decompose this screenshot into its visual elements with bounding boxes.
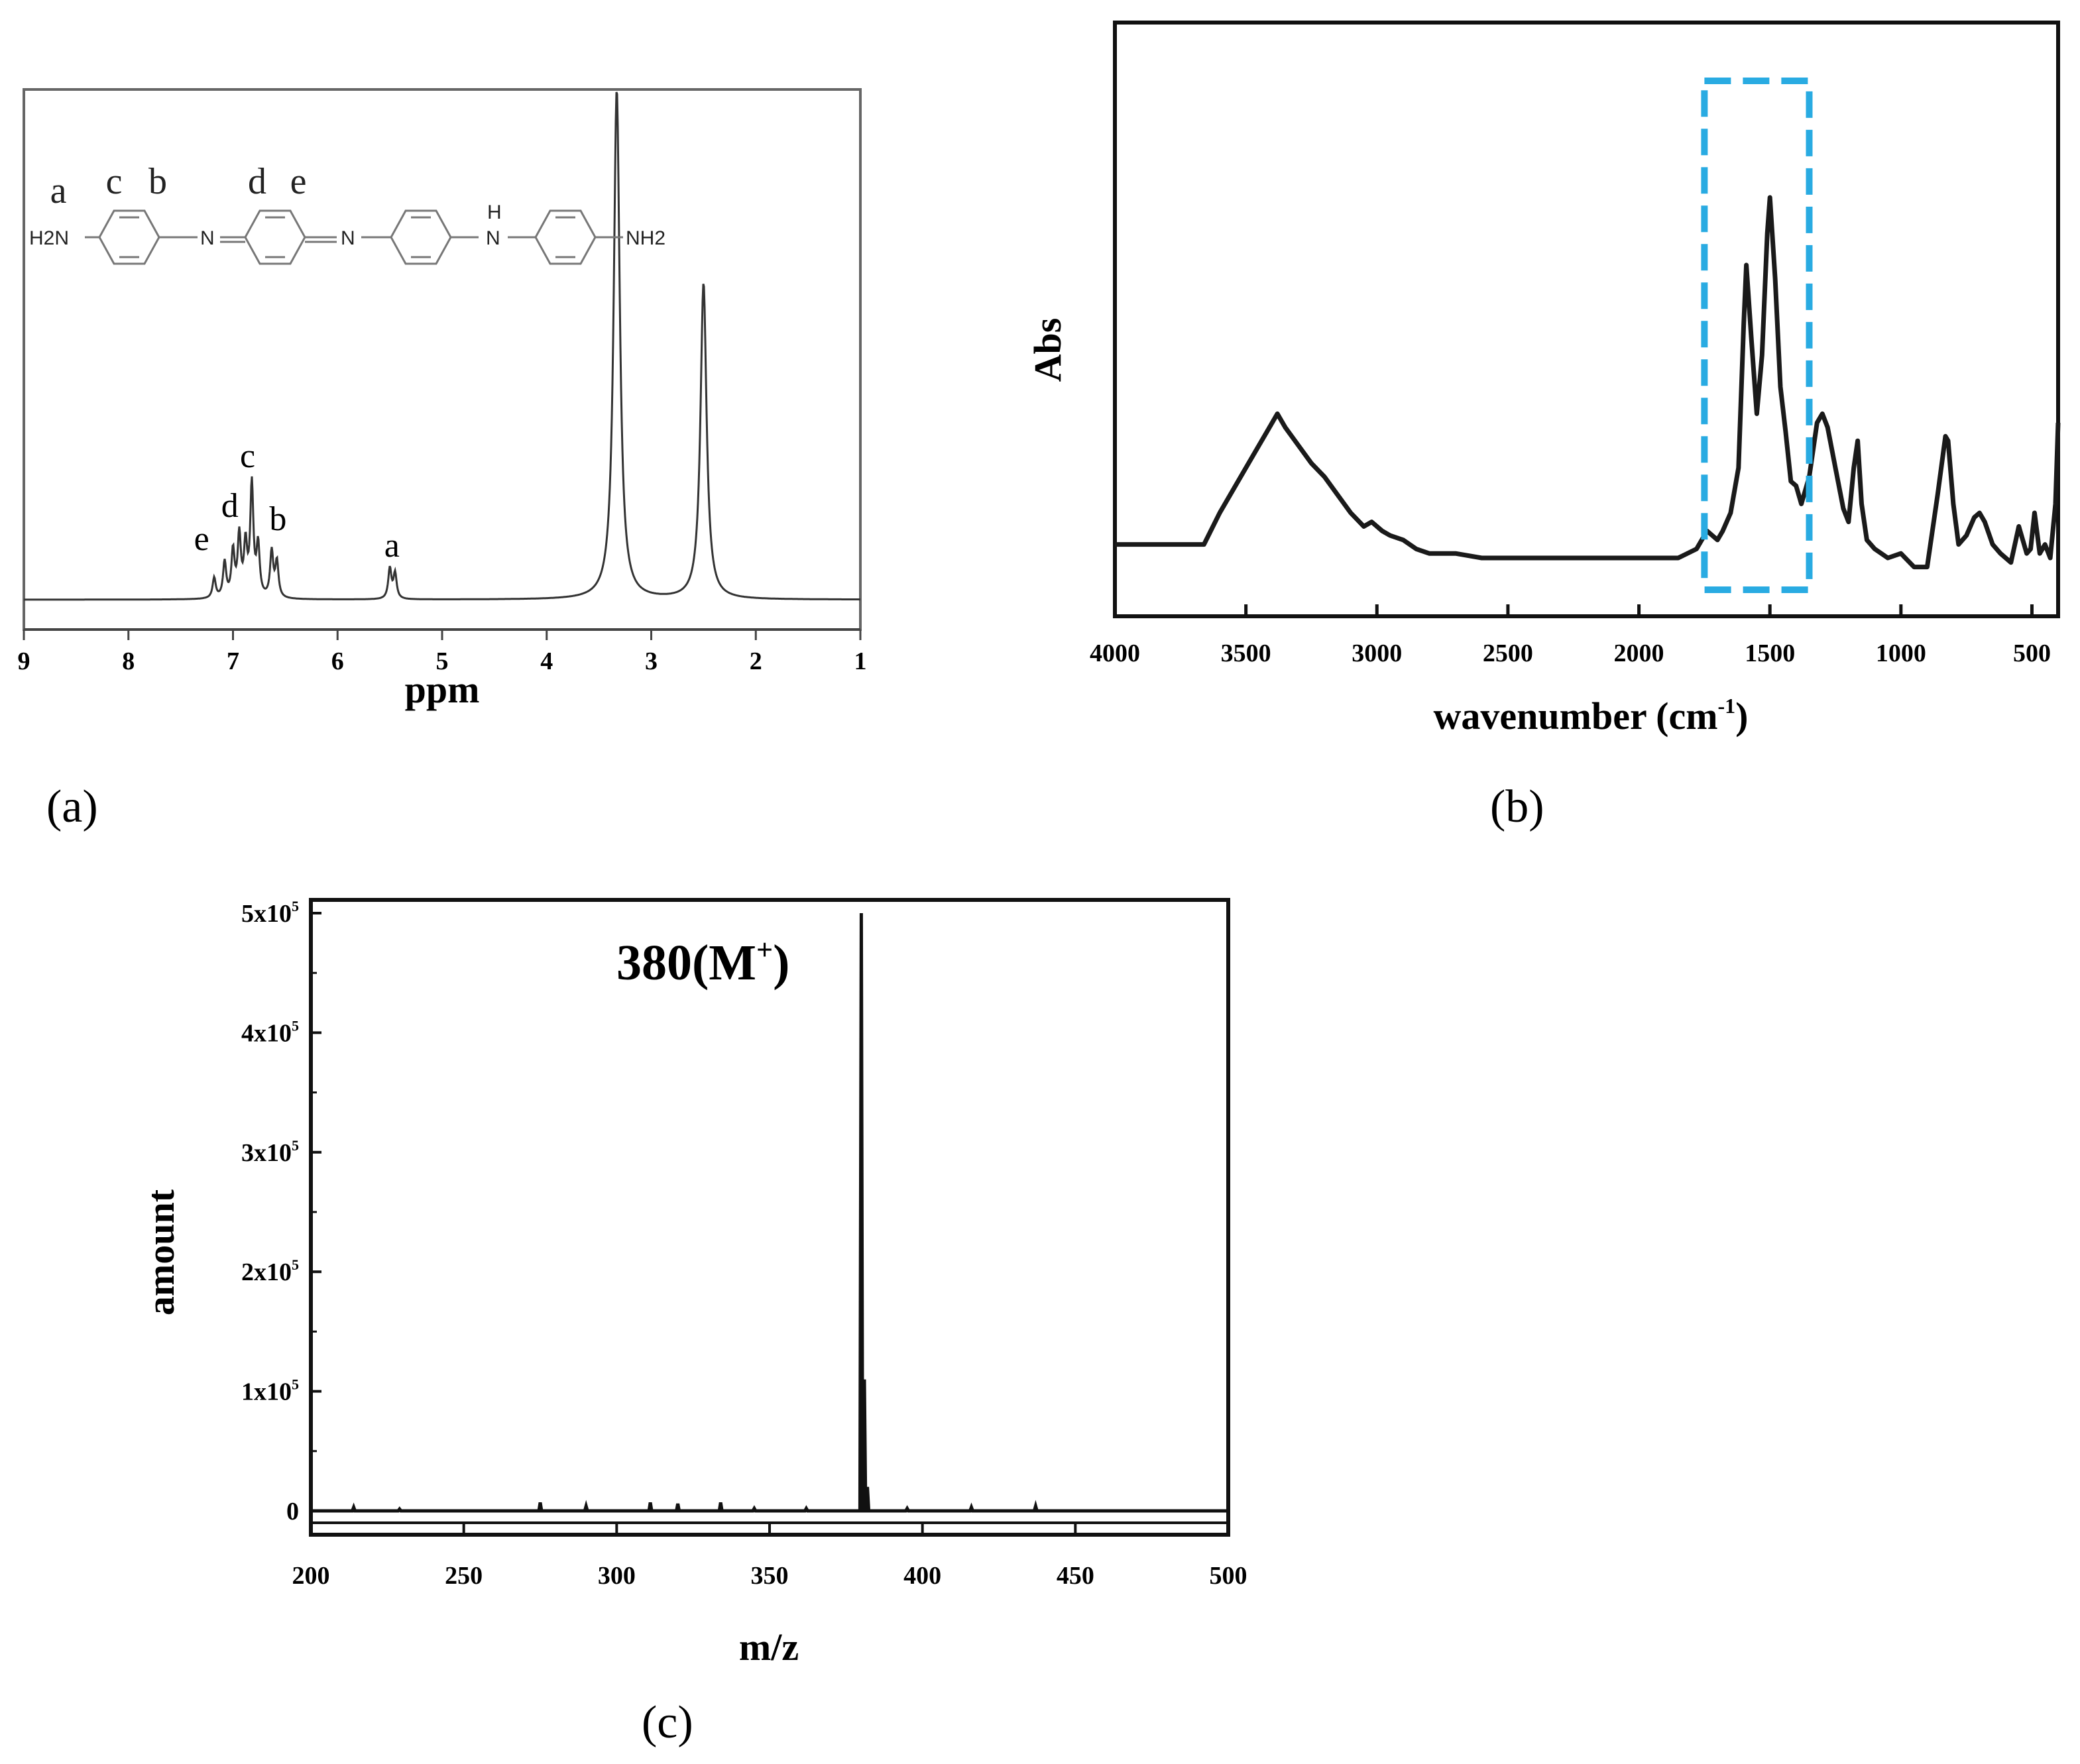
ms-y-axis-title: amount bbox=[139, 1189, 182, 1315]
ftir-x-tick-label: 2500 bbox=[1483, 639, 1533, 667]
ms-annotation-main: 380(M bbox=[616, 935, 756, 991]
nmr-x-tick-label: 8 bbox=[122, 647, 135, 675]
ms-y-tick-exponent: 5 bbox=[292, 1376, 299, 1393]
ms-y-tick-label: 4x105 bbox=[241, 1017, 299, 1047]
nmr-peak-label-e: e bbox=[194, 520, 209, 558]
structure-letter-d: d bbox=[248, 161, 266, 202]
ms-x-tick-label: 250 bbox=[445, 1562, 483, 1590]
ftir-x-tick-label: 2000 bbox=[1614, 639, 1664, 667]
imine-n-1: N bbox=[200, 227, 215, 249]
ftir-x-tick-label: 500 bbox=[2013, 639, 2051, 667]
nmr-x-tick-label: 6 bbox=[331, 647, 344, 675]
amine-h: H bbox=[487, 201, 502, 223]
panel-label-b: (b) bbox=[1490, 781, 1544, 832]
ms-y-tick-exponent: 5 bbox=[292, 1137, 299, 1154]
ms-y-tick-label: 5x105 bbox=[241, 898, 299, 928]
ftir-x-tick-label: 3500 bbox=[1221, 639, 1271, 667]
ftir-x-tick-label: 4000 bbox=[1090, 639, 1140, 667]
benzene-ring-1 bbox=[98, 209, 160, 265]
ms-y-tick-label: 2x105 bbox=[241, 1256, 299, 1286]
ftir-x-axis-title-close: ) bbox=[1735, 694, 1748, 738]
ftir-x-tick-label: 3000 bbox=[1352, 639, 1402, 667]
structure-letter-b: b bbox=[148, 161, 167, 202]
ftir-x-ticks: 4000 3500 3000 2500 2000 1500 1000 500 bbox=[1090, 604, 2051, 667]
ms-annotation-end: ) bbox=[773, 935, 789, 991]
nmr-x-tick-label: 1 bbox=[854, 647, 867, 675]
ms-x-ticks: 200 250 300 350 400 450 500 bbox=[292, 1521, 1247, 1590]
ftir-y-axis-title: Abs bbox=[1026, 318, 1069, 382]
amine-group-left: H2N bbox=[29, 227, 69, 249]
nmr-x-tick-label: 5 bbox=[436, 647, 449, 675]
panel-c: 0 1x105 2x105 3x105 4x105 5x105 200 250 300 350 4… bbox=[139, 898, 1247, 1669]
ms-y-tick-exponent: 5 bbox=[292, 1017, 299, 1034]
nmr-x-ticks: 9 8 7 6 5 4 3 2 1 bbox=[18, 630, 867, 675]
nmr-x-tick-label: 3 bbox=[645, 647, 658, 675]
nmr-x-tick-label: 7 bbox=[227, 647, 239, 675]
molecule-structure bbox=[85, 209, 623, 265]
nmr-peak-label-d: d bbox=[221, 487, 239, 525]
ftir-x-axis-title: wavenumber (cm-1) bbox=[1433, 694, 1748, 738]
benzene-ring-4 bbox=[534, 209, 597, 265]
nmr-x-axis-title: ppm bbox=[405, 668, 480, 711]
ms-x-tick-label: 500 bbox=[1210, 1562, 1247, 1590]
ms-x-axis-title: m/z bbox=[739, 1626, 799, 1669]
nmr-x-tick-label: 9 bbox=[18, 647, 30, 675]
molecule-labels: a c b d e H2N N N H N NH2 bbox=[29, 161, 665, 249]
structure-letter-e: e bbox=[290, 161, 307, 202]
ms-y-tick-label: 0 bbox=[286, 1498, 299, 1525]
ftir-x-tick-label: 1500 bbox=[1745, 639, 1795, 667]
panel-label-c: (c) bbox=[642, 1697, 693, 1748]
structure-letter-c: c bbox=[106, 161, 123, 202]
ms-x-tick-label: 400 bbox=[903, 1562, 941, 1590]
ms-y-tick-label: 1x105 bbox=[241, 1376, 299, 1406]
panel-b: 4000 3500 3000 2500 2000 1500 1000 500 Abs wave… bbox=[1026, 21, 2061, 738]
benzene-ring-3 bbox=[390, 209, 452, 265]
nmr-peak-label-a: a bbox=[384, 527, 400, 565]
nmr-spectrum-line bbox=[24, 91, 860, 601]
ms-y-ticks: 0 1x105 2x105 3x105 4x105 5x105 bbox=[241, 898, 321, 1525]
ms-y-tick-exponent: 5 bbox=[292, 898, 299, 914]
nmr-x-tick-label: 4 bbox=[540, 647, 553, 675]
ms-x-tick-label: 350 bbox=[751, 1562, 789, 1590]
ms-plot-frame bbox=[309, 898, 1230, 1537]
ms-x-tick-label: 300 bbox=[598, 1562, 636, 1590]
nmr-peak-label-c: c bbox=[240, 437, 255, 475]
ms-spectrum-line bbox=[311, 912, 1228, 1513]
ms-y-tick-label: 3x105 bbox=[241, 1137, 299, 1167]
ms-x-tick-label: 450 bbox=[1057, 1562, 1094, 1590]
ms-peak-annotation: 380(M+) bbox=[616, 934, 789, 991]
amine-group-right: NH2 bbox=[626, 227, 665, 249]
nmr-x-tick-label: 2 bbox=[750, 647, 762, 675]
panel-label-a: (a) bbox=[46, 781, 98, 832]
ftir-x-axis-title-sup: -1 bbox=[1718, 694, 1736, 718]
ftir-x-tick-label: 1000 bbox=[1876, 639, 1926, 667]
ftir-x-axis-title-main: wavenumber (cm bbox=[1433, 694, 1717, 738]
ms-y-tick-exponent: 5 bbox=[292, 1256, 299, 1273]
ms-x-tick-label: 200 bbox=[292, 1562, 330, 1590]
ftir-spectrum-line bbox=[1115, 195, 2061, 570]
ftir-plot-frame bbox=[1113, 21, 2060, 618]
ms-annotation-sup: + bbox=[756, 934, 773, 966]
structure-letter-a: a bbox=[50, 170, 67, 211]
highlight-box bbox=[1701, 78, 1813, 593]
quinoid-ring bbox=[244, 209, 306, 265]
amine-n: N bbox=[486, 227, 500, 249]
imine-n-2: N bbox=[341, 227, 355, 249]
nmr-peak-label-b: b bbox=[269, 500, 286, 538]
